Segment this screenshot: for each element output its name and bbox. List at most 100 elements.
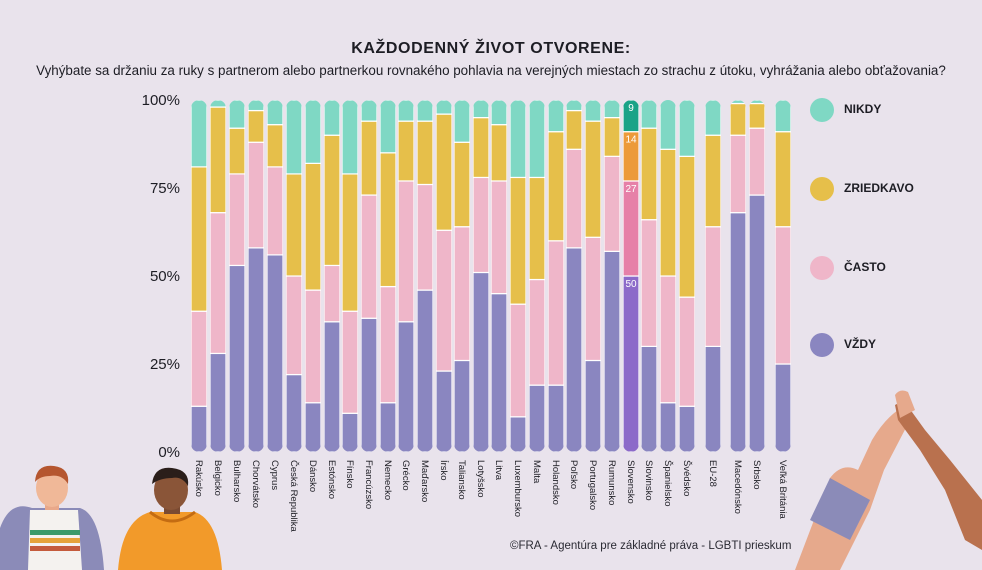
bar-segment	[342, 100, 358, 175]
bar-segment	[566, 247, 582, 452]
bar-segment	[548, 100, 564, 133]
x-tick-label: Španielsko	[662, 460, 673, 506]
bar-segment	[267, 124, 283, 168]
bar-segment	[267, 254, 283, 452]
bar-segment	[342, 310, 358, 414]
bar-segment	[749, 127, 765, 196]
bar-segment	[210, 212, 226, 355]
bar-segment	[730, 134, 746, 214]
bar-segment	[585, 359, 601, 452]
bar-segment	[491, 180, 507, 295]
bar-segment	[705, 134, 721, 228]
bar-segment	[361, 317, 377, 452]
bar-segment	[454, 100, 470, 143]
bar-segment	[398, 321, 414, 452]
bar-group	[398, 100, 414, 452]
bar-segment	[305, 289, 321, 404]
bar-segment	[286, 275, 302, 376]
bar-segment	[286, 100, 302, 175]
bar-segment	[679, 405, 695, 452]
legend-label-nikdy: NIKDY	[844, 102, 882, 116]
bar-group	[775, 100, 791, 452]
bar-group	[342, 100, 358, 452]
data-label: 9	[628, 103, 634, 114]
bar-segment	[454, 359, 470, 452]
bar-segment	[305, 402, 321, 452]
x-tick-label: Maďarsko	[419, 460, 430, 502]
bar-segment	[229, 127, 245, 175]
bar-group	[229, 100, 245, 452]
bar-group	[510, 100, 526, 452]
bar-segment	[305, 100, 321, 164]
x-tick-label: Macedónsko	[732, 460, 743, 514]
x-tick-label: Holandsko	[550, 460, 561, 505]
bar-segment	[417, 289, 433, 452]
x-tick-label: Chorvátsko	[250, 460, 261, 508]
bar-segment	[229, 173, 245, 267]
bar-segment	[566, 100, 582, 112]
x-tick-label: Poľsko	[568, 460, 579, 489]
x-tick-label: Litva	[493, 460, 504, 481]
source-credit: ©FRA - Agentúra pre základné práva - LGB…	[510, 540, 792, 552]
bar-segment	[660, 100, 676, 150]
x-tick-label: Malta	[531, 460, 542, 484]
bar-segment	[342, 412, 358, 452]
bar-segment	[380, 100, 396, 154]
bar-segment	[286, 373, 302, 452]
legend-label-vzdy: VŽDY	[844, 337, 877, 351]
bar-segment	[454, 141, 470, 228]
bar-segment	[248, 247, 264, 452]
legend-swatch-nikdy	[810, 98, 834, 122]
bar-group	[380, 100, 396, 452]
bar-segment	[641, 100, 657, 129]
bar-segment	[679, 296, 695, 407]
bar-segment	[705, 345, 721, 452]
bar-segment	[623, 180, 639, 277]
bar-segment	[324, 100, 340, 136]
bar-segment	[436, 370, 452, 452]
x-tick-label: Grécko	[400, 460, 411, 491]
data-label: 14	[625, 135, 637, 146]
bar-segment	[417, 100, 433, 122]
bar-segment	[566, 109, 582, 150]
bar-segment	[491, 124, 507, 182]
x-tick-label: EU-28	[707, 460, 718, 487]
bar-segment	[229, 100, 245, 129]
bar-group	[749, 100, 765, 452]
bar-segment	[529, 176, 545, 281]
bar-segment	[585, 236, 601, 362]
legend-label-casto: ČASTO	[844, 260, 886, 274]
bar-segment	[730, 102, 746, 136]
bar-group	[529, 100, 545, 452]
bar-segment	[229, 264, 245, 452]
bar-segment	[436, 229, 452, 372]
bar-segment	[491, 100, 507, 126]
x-tick-label: Luxembursko	[512, 460, 523, 517]
bar-segment	[585, 100, 601, 122]
x-tick-label: Lotyšsko	[475, 460, 486, 498]
bar-group	[660, 100, 676, 452]
chart-title: KAŽDODENNÝ ŽIVOT OTVORENE:	[351, 40, 631, 57]
bar-segment	[585, 120, 601, 238]
data-label: 50	[625, 279, 637, 290]
bar-segment	[623, 100, 639, 133]
bar-segment	[210, 352, 226, 452]
bar-segment	[473, 176, 489, 274]
bar-segment	[775, 363, 791, 452]
bar-segment	[454, 226, 470, 362]
bar-segment	[361, 194, 377, 319]
bar-segment	[436, 100, 452, 115]
bar-segment	[660, 275, 676, 404]
bar-group	[566, 100, 582, 452]
bar-group	[324, 100, 340, 452]
bar-segment	[417, 183, 433, 291]
bar-segment	[380, 402, 396, 452]
bar-segment	[566, 148, 582, 249]
bar-segment	[548, 131, 564, 242]
x-tick-label: Česká Republika	[288, 460, 299, 533]
bar-segment	[604, 100, 620, 119]
bar-segment	[380, 152, 396, 288]
bar-group	[679, 100, 695, 452]
bar-segment	[248, 100, 264, 112]
